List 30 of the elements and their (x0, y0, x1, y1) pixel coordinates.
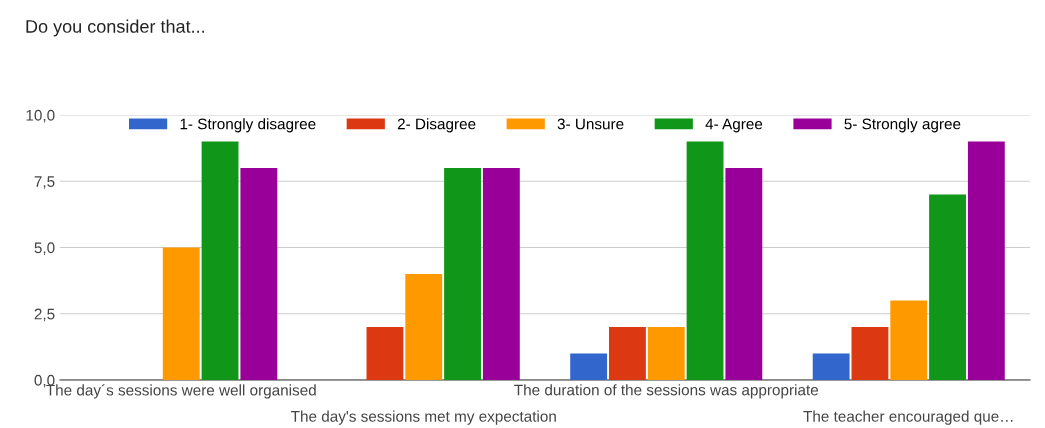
legend-label: 2- Disagree (397, 118, 476, 133)
bar (366, 327, 404, 380)
bar (812, 353, 850, 380)
legend-label: 3- Unsure (557, 118, 624, 130)
bar (967, 141, 1005, 380)
bar (444, 168, 481, 380)
bar (929, 194, 966, 380)
bar (725, 168, 763, 380)
bar (201, 141, 239, 380)
y-tick-label: 5,0 (34, 242, 55, 255)
y-tick-label: 7,5 (34, 176, 55, 189)
y-tick-label: 10,0 (26, 109, 55, 123)
legend-label: 5- Strongly agree (844, 118, 961, 133)
x-tick-label: The day's sessions met my expectation (291, 410, 556, 425)
x-tick-label: The teacher encouraged que… (803, 410, 1013, 425)
bar (890, 300, 928, 380)
chart-title: Do you consider that... (26, 19, 204, 37)
y-tick-label: 2,5 (34, 308, 55, 322)
bar (851, 327, 889, 380)
bar (482, 168, 520, 380)
bar (405, 274, 443, 380)
bar (162, 247, 200, 380)
bar (609, 327, 646, 380)
bar (647, 327, 685, 380)
legend-label: 4- Agree (705, 118, 763, 133)
x-tick-label: The duration of the sessions was appropriate (514, 384, 819, 399)
legend-label: 1- Strongly disagree (180, 118, 316, 133)
bar (686, 141, 724, 380)
bar (570, 353, 608, 380)
bar (240, 168, 278, 380)
